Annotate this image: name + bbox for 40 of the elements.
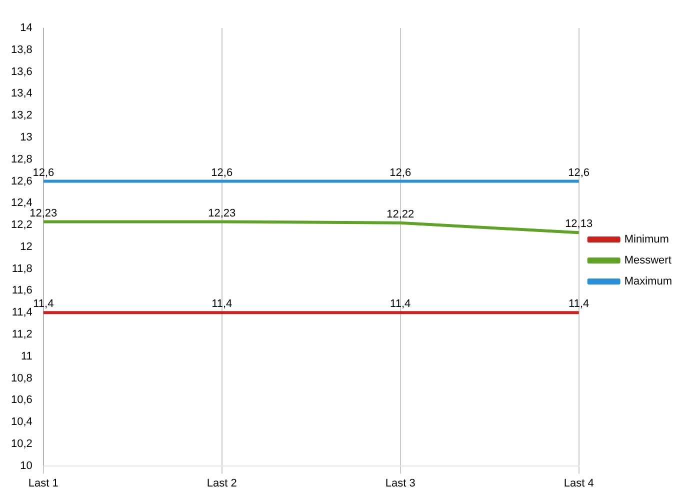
- y-tick-label: 10,6: [10, 394, 32, 406]
- data-label: 12,6: [211, 166, 233, 179]
- legend-label: Minimum: [624, 234, 669, 246]
- x-tick-label: Last 1: [28, 477, 58, 490]
- data-label: 12,13: [565, 218, 593, 230]
- y-tick-label: 13: [20, 131, 32, 144]
- data-label: 11,4: [212, 298, 232, 310]
- y-tick-label: 11,2: [12, 328, 32, 340]
- y-tick-label: 13,2: [10, 110, 32, 122]
- y-tick-label: 12: [20, 240, 32, 253]
- data-label: 12,6: [390, 166, 412, 179]
- x-tick-label: Last 2: [206, 477, 237, 490]
- legend-label: Messwert: [624, 254, 672, 267]
- data-label: 12,6: [568, 166, 590, 179]
- y-tick-label: 12,4: [10, 197, 32, 210]
- y-tick-label: 11,8: [12, 262, 32, 275]
- x-tick-label: Last 4: [564, 477, 594, 490]
- y-tick-label: 12,8: [10, 153, 32, 166]
- y-tick-label: 12,6: [10, 175, 32, 188]
- y-tick-label: 10,8: [10, 372, 32, 384]
- y-tick-label: 14: [20, 22, 32, 34]
- y-tick-label: 10,2: [10, 438, 32, 450]
- data-label: 11,4: [568, 298, 590, 310]
- y-tick-label: 13,6: [10, 66, 32, 78]
- data-label: 12,22: [386, 208, 414, 220]
- y-tick-label: 11: [20, 350, 32, 362]
- data-label: 12,23: [208, 207, 236, 220]
- data-label: 11,4: [33, 298, 54, 310]
- x-tick-label: Last 3: [385, 477, 416, 490]
- y-tick-label: 13,4: [10, 88, 32, 100]
- data-label: 11,4: [390, 298, 411, 310]
- data-label: 12,23: [30, 207, 58, 220]
- y-tick-label: 10: [20, 460, 32, 472]
- y-tick-label: 10,4: [10, 416, 32, 428]
- y-tick-label: 13,8: [10, 44, 32, 56]
- y-tick-label: 11,6: [12, 284, 32, 297]
- y-tick-label: 12,2: [10, 219, 32, 232]
- y-tick-label: 11,4: [12, 306, 32, 319]
- legend-label: Maximum: [624, 276, 672, 288]
- data-label: 12,6: [32, 166, 54, 179]
